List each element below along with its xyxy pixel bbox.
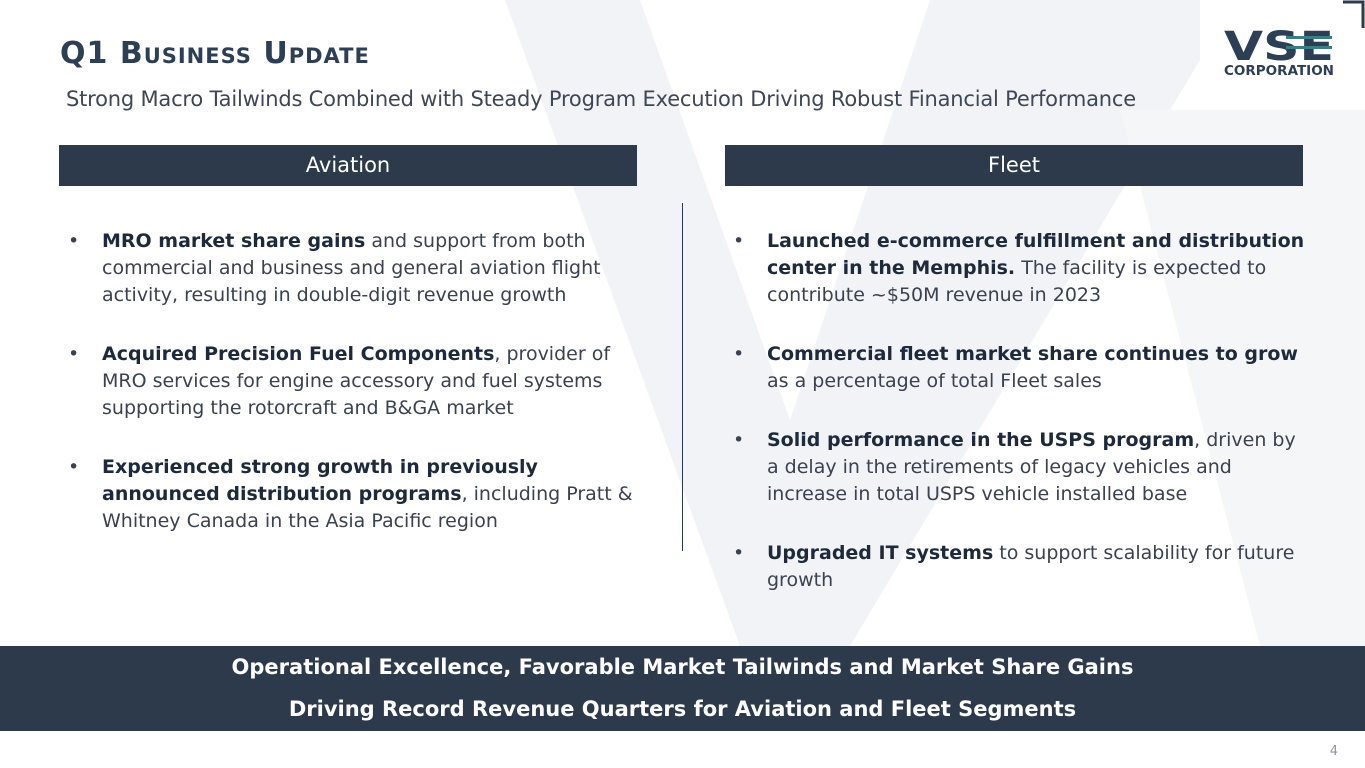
vse-corporation-logo: VSE CORPORATION [1224,24,1334,78]
bullet-text: to support scalability for future growth [767,542,1295,591]
bullet-text: The facility is expected to contribute ~… [767,257,1267,306]
bullet-text: , driven by a delay in the retirements o… [767,429,1296,505]
aviation-header: Aviation [59,145,637,186]
bullet-highlight: Experienced strong growth in previously … [102,456,538,505]
bullet-highlight: Upgraded IT systems [767,542,994,564]
banner-line-2: Driving Record Revenue Quarters for Avia… [288,697,1077,721]
bullet-highlight: MRO market share gains [102,230,366,252]
bullet-text: and support from both commercial and bus… [102,230,601,306]
page-subtitle: Strong Macro Tailwinds Combined with Ste… [66,87,1136,111]
banner-line-1: Operational Excellence, Favorable Market… [231,655,1134,679]
aviation-bullet: • MRO market share gains and support fro… [68,228,638,309]
aviation-bullet: • Experienced strong growth in previousl… [68,454,638,535]
fleet-bullet: • Upgraded IT systems to support scalabi… [733,540,1313,594]
fleet-bullet: • Solid performance in the USPS program,… [733,427,1313,508]
bullet-text: , provider of MRO services for engine ac… [102,343,611,419]
fleet-bullet: • Commercial fleet market share continue… [733,341,1313,395]
page-title: Q1 Business Update [60,36,370,71]
bullet-glyph: • [68,343,80,365]
aviation-bullet-list: • MRO market share gains and support fro… [68,228,638,567]
corner-bracket [1343,0,1365,28]
bullet-glyph: • [68,456,80,478]
bullet-glyph: • [733,343,745,365]
bullet-glyph: • [733,429,745,451]
aviation-bullet: • Acquired Precision Fuel Components, pr… [68,341,638,422]
bullet-glyph: • [733,542,745,564]
page-number: 4 [1329,744,1338,759]
logo-word: CORPORATION [1224,64,1334,78]
fleet-bullet: • Launched e-commerce fulfillment and di… [733,228,1313,309]
fleet-bullet-list: • Launched e-commerce fulfillment and di… [733,228,1313,626]
bullet-glyph: • [733,230,745,252]
column-divider [682,203,683,551]
bullet-highlight: Launched e-commerce fulfillment and dist… [767,230,1305,279]
bullet-text: , including Pratt & Whitney Canada in th… [102,483,633,532]
fleet-header: Fleet [725,145,1303,186]
summary-banner: Operational Excellence, Favorable Market… [0,646,1365,731]
bullet-highlight: Acquired Precision Fuel Components [102,343,495,365]
bullet-highlight: Commercial fleet market share continues … [767,343,1298,365]
bullet-highlight: Solid performance in the USPS program [767,429,1195,451]
bullet-glyph: • [68,230,80,252]
bullet-text: as a percentage of total Fleet sales [767,370,1102,392]
